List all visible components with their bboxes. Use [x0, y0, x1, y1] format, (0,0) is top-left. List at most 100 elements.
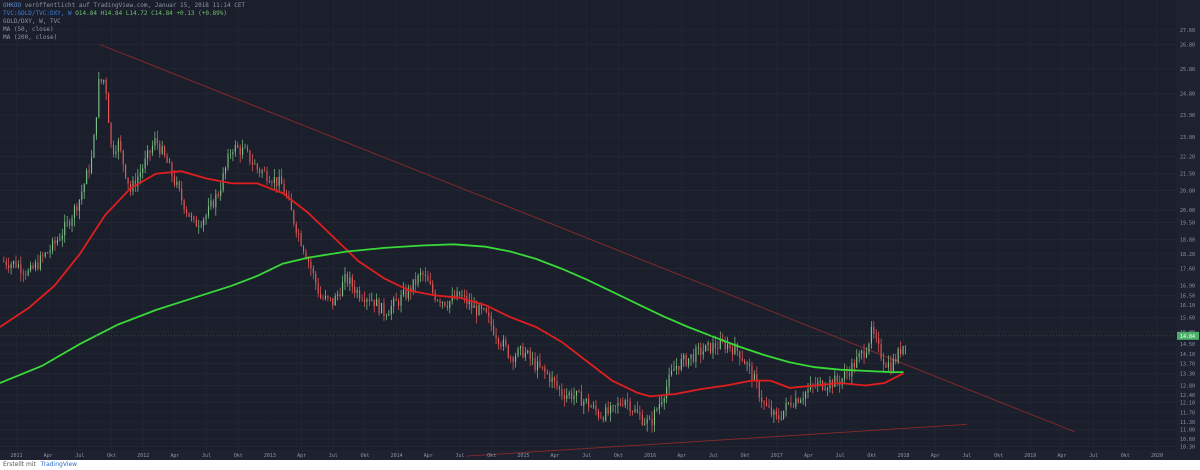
candle-body [773, 410, 775, 415]
price-axis-background[interactable] [1176, 0, 1200, 460]
footer: Erstellt mit TradingView [0, 460, 1200, 470]
candle-body [510, 357, 512, 359]
candle-body [168, 162, 171, 164]
price-tick-label: 10.30 [1180, 444, 1195, 450]
candle-body [412, 279, 414, 292]
candle-body [42, 255, 44, 257]
ma50-line [0, 170, 904, 398]
candle-body [473, 305, 475, 309]
candle-body [207, 206, 210, 216]
candle-body [780, 418, 782, 420]
candle-body [712, 343, 714, 353]
candle-body [568, 392, 570, 396]
price-tick-label: 21.50 [1180, 172, 1195, 178]
candle-body [461, 295, 463, 297]
candle-body [446, 305, 448, 309]
candle-body [451, 295, 453, 302]
time-tick-label: Apr [170, 453, 179, 459]
candle-body [376, 299, 378, 307]
candle-body [644, 423, 646, 425]
candle-body [44, 252, 46, 257]
time-axis-background[interactable] [0, 450, 1176, 460]
candle-body [497, 338, 500, 345]
trendline-resistance [99, 44, 1075, 433]
candle-body [186, 209, 188, 213]
time-tick-label: Okt [994, 453, 1003, 459]
candle-body [83, 184, 85, 193]
candle-body [763, 402, 765, 404]
candle-body [795, 398, 797, 407]
legend-ma200: MA (200, close) [3, 34, 58, 41]
candle-body [307, 258, 309, 262]
author-name: OHKOO [3, 2, 22, 9]
candle-body [178, 181, 180, 189]
candle-body [3, 261, 5, 262]
time-tick-label: Apr [297, 453, 306, 459]
candle-body [748, 363, 751, 366]
candle-body [256, 163, 258, 170]
time-tick-label: Okt [234, 453, 243, 459]
candle-body [756, 374, 758, 382]
candle-body [244, 147, 246, 149]
candle-body [78, 199, 80, 211]
candle-body [515, 356, 517, 362]
candle-body [488, 312, 490, 317]
candle-body [315, 273, 317, 284]
time-tick-label: 2011 [10, 453, 22, 459]
candle-body [883, 358, 885, 365]
candle-body [826, 388, 829, 390]
symbol-line: TVC:GOLD/TVC:DXY, W [3, 10, 72, 17]
candle-body [98, 79, 100, 118]
candle-body [610, 405, 612, 414]
candle-body [649, 418, 651, 420]
candle-body [293, 210, 295, 224]
candle-body [273, 177, 275, 184]
price-chart[interactable]: 27.60 26.80 25.80 24.80 23.90 23.00 22.20 21.50… [0, 0, 1200, 460]
candle-body [614, 405, 617, 407]
candle-body [86, 170, 88, 185]
candle-body [734, 343, 736, 355]
candle-body [705, 344, 707, 352]
candle-body [400, 295, 402, 306]
candle-body [10, 263, 12, 268]
tradingview-brand[interactable]: TradingView [40, 461, 78, 468]
candle-body [619, 403, 621, 405]
candle-body [485, 308, 487, 313]
candle-body [17, 264, 19, 268]
candle-body [320, 293, 322, 299]
candle-body [281, 176, 283, 185]
candle-body [176, 181, 178, 185]
candle-body [371, 299, 373, 301]
candle-body [724, 341, 726, 350]
time-tick-label: Jul [202, 453, 211, 459]
price-tick-label: 12.10 [1180, 401, 1195, 407]
candle-body [566, 395, 568, 399]
candle-body [419, 272, 422, 276]
grid-lines [0, 0, 1176, 450]
candle-body [13, 261, 15, 264]
candle-body [327, 295, 329, 298]
candle-body [154, 138, 156, 147]
candle-body [802, 398, 804, 401]
time-tick-label: Jul [709, 453, 718, 459]
candle-body [449, 301, 451, 309]
candle-body [702, 351, 704, 355]
candle-body [54, 240, 56, 244]
candle-body [27, 270, 29, 276]
candle-body [324, 295, 327, 299]
candle-body [897, 348, 899, 362]
candle-body [181, 188, 183, 201]
candle-body [120, 140, 122, 151]
price-tick-label: 20.00 [1180, 208, 1195, 214]
candle-body [349, 277, 351, 284]
candle-body [575, 390, 578, 396]
candle-body [66, 221, 68, 223]
price-tick-label: 13.70 [1180, 362, 1195, 368]
candle-body [422, 272, 424, 275]
candle-body [554, 377, 556, 382]
candle-body [312, 268, 314, 274]
candle-body [775, 410, 777, 416]
candle-body [81, 192, 83, 200]
candle-body [595, 405, 597, 411]
